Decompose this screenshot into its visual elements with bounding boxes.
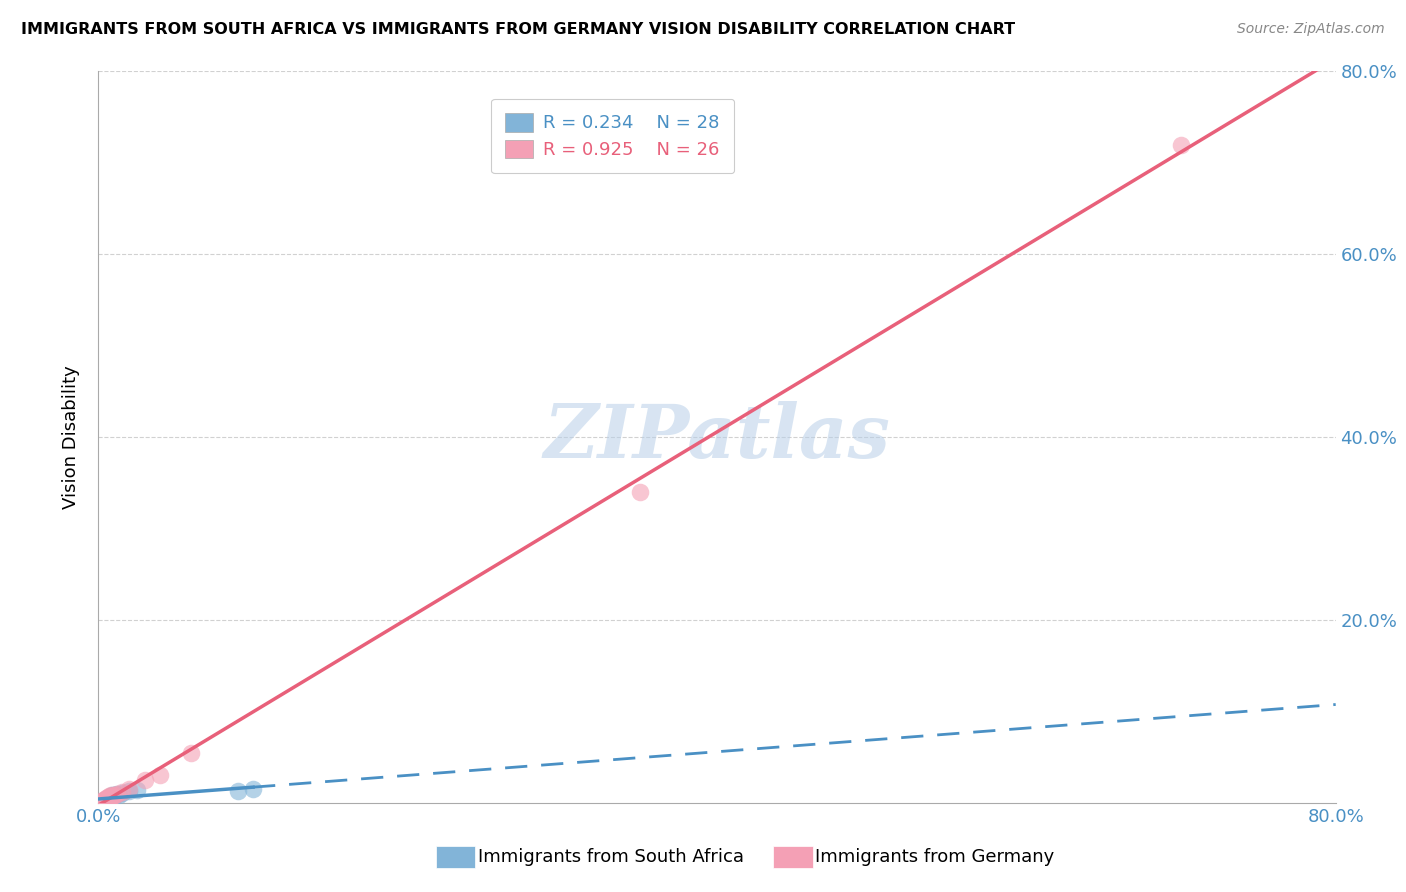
Point	[149, 768, 172, 782]
Point	[90, 794, 112, 808]
Point	[100, 789, 122, 803]
Point	[89, 796, 111, 810]
Point	[96, 795, 118, 809]
Text: ZIPatlas: ZIPatlas	[544, 401, 890, 474]
Point	[90, 795, 112, 809]
Point	[98, 792, 121, 806]
Point	[134, 772, 156, 787]
Y-axis label: Vision Disability: Vision Disability	[62, 365, 80, 509]
Point	[101, 789, 124, 804]
Point	[104, 789, 127, 803]
Point	[180, 746, 202, 760]
Text: IMMIGRANTS FROM SOUTH AFRICA VS IMMIGRANTS FROM GERMANY VISION DISABILITY CORREL: IMMIGRANTS FROM SOUTH AFRICA VS IMMIGRAN…	[21, 22, 1015, 37]
Point	[103, 789, 125, 804]
Point	[103, 788, 125, 802]
Point	[118, 784, 141, 798]
Point	[91, 795, 114, 809]
Point	[98, 790, 121, 805]
Point	[226, 784, 249, 798]
Point	[118, 782, 141, 797]
Point	[101, 789, 124, 803]
Point	[107, 788, 129, 802]
Point	[96, 791, 118, 805]
Point	[105, 787, 128, 801]
Point	[90, 794, 112, 808]
Point	[111, 785, 132, 799]
Text: Source: ZipAtlas.com: Source: ZipAtlas.com	[1237, 22, 1385, 37]
Point	[100, 789, 122, 804]
Point	[98, 791, 121, 805]
Point	[104, 789, 127, 803]
Point	[97, 793, 120, 807]
Point	[97, 791, 120, 805]
Point	[91, 795, 114, 809]
Point	[90, 795, 112, 809]
Point	[101, 790, 124, 805]
Point	[242, 782, 264, 797]
Point	[97, 790, 120, 805]
Point	[97, 792, 120, 806]
Point	[100, 791, 122, 805]
Point	[1170, 137, 1192, 152]
Point	[93, 794, 115, 808]
Point	[103, 788, 125, 802]
Point	[105, 787, 128, 801]
Point	[93, 792, 115, 806]
Point	[91, 796, 114, 810]
Text: Immigrants from South Africa: Immigrants from South Africa	[478, 848, 744, 866]
Point	[98, 789, 121, 804]
Point	[89, 796, 111, 810]
Point	[93, 793, 115, 807]
Point	[96, 794, 118, 808]
Point	[100, 790, 122, 805]
Point	[91, 793, 114, 807]
Legend: R = 0.234    N = 28, R = 0.925    N = 26: R = 0.234 N = 28, R = 0.925 N = 26	[491, 99, 734, 173]
Point	[628, 485, 651, 500]
Point	[93, 794, 115, 808]
Text: Immigrants from Germany: Immigrants from Germany	[815, 848, 1054, 866]
Point	[111, 786, 132, 800]
Point	[96, 793, 118, 807]
Point	[96, 792, 118, 806]
Point	[127, 783, 149, 797]
